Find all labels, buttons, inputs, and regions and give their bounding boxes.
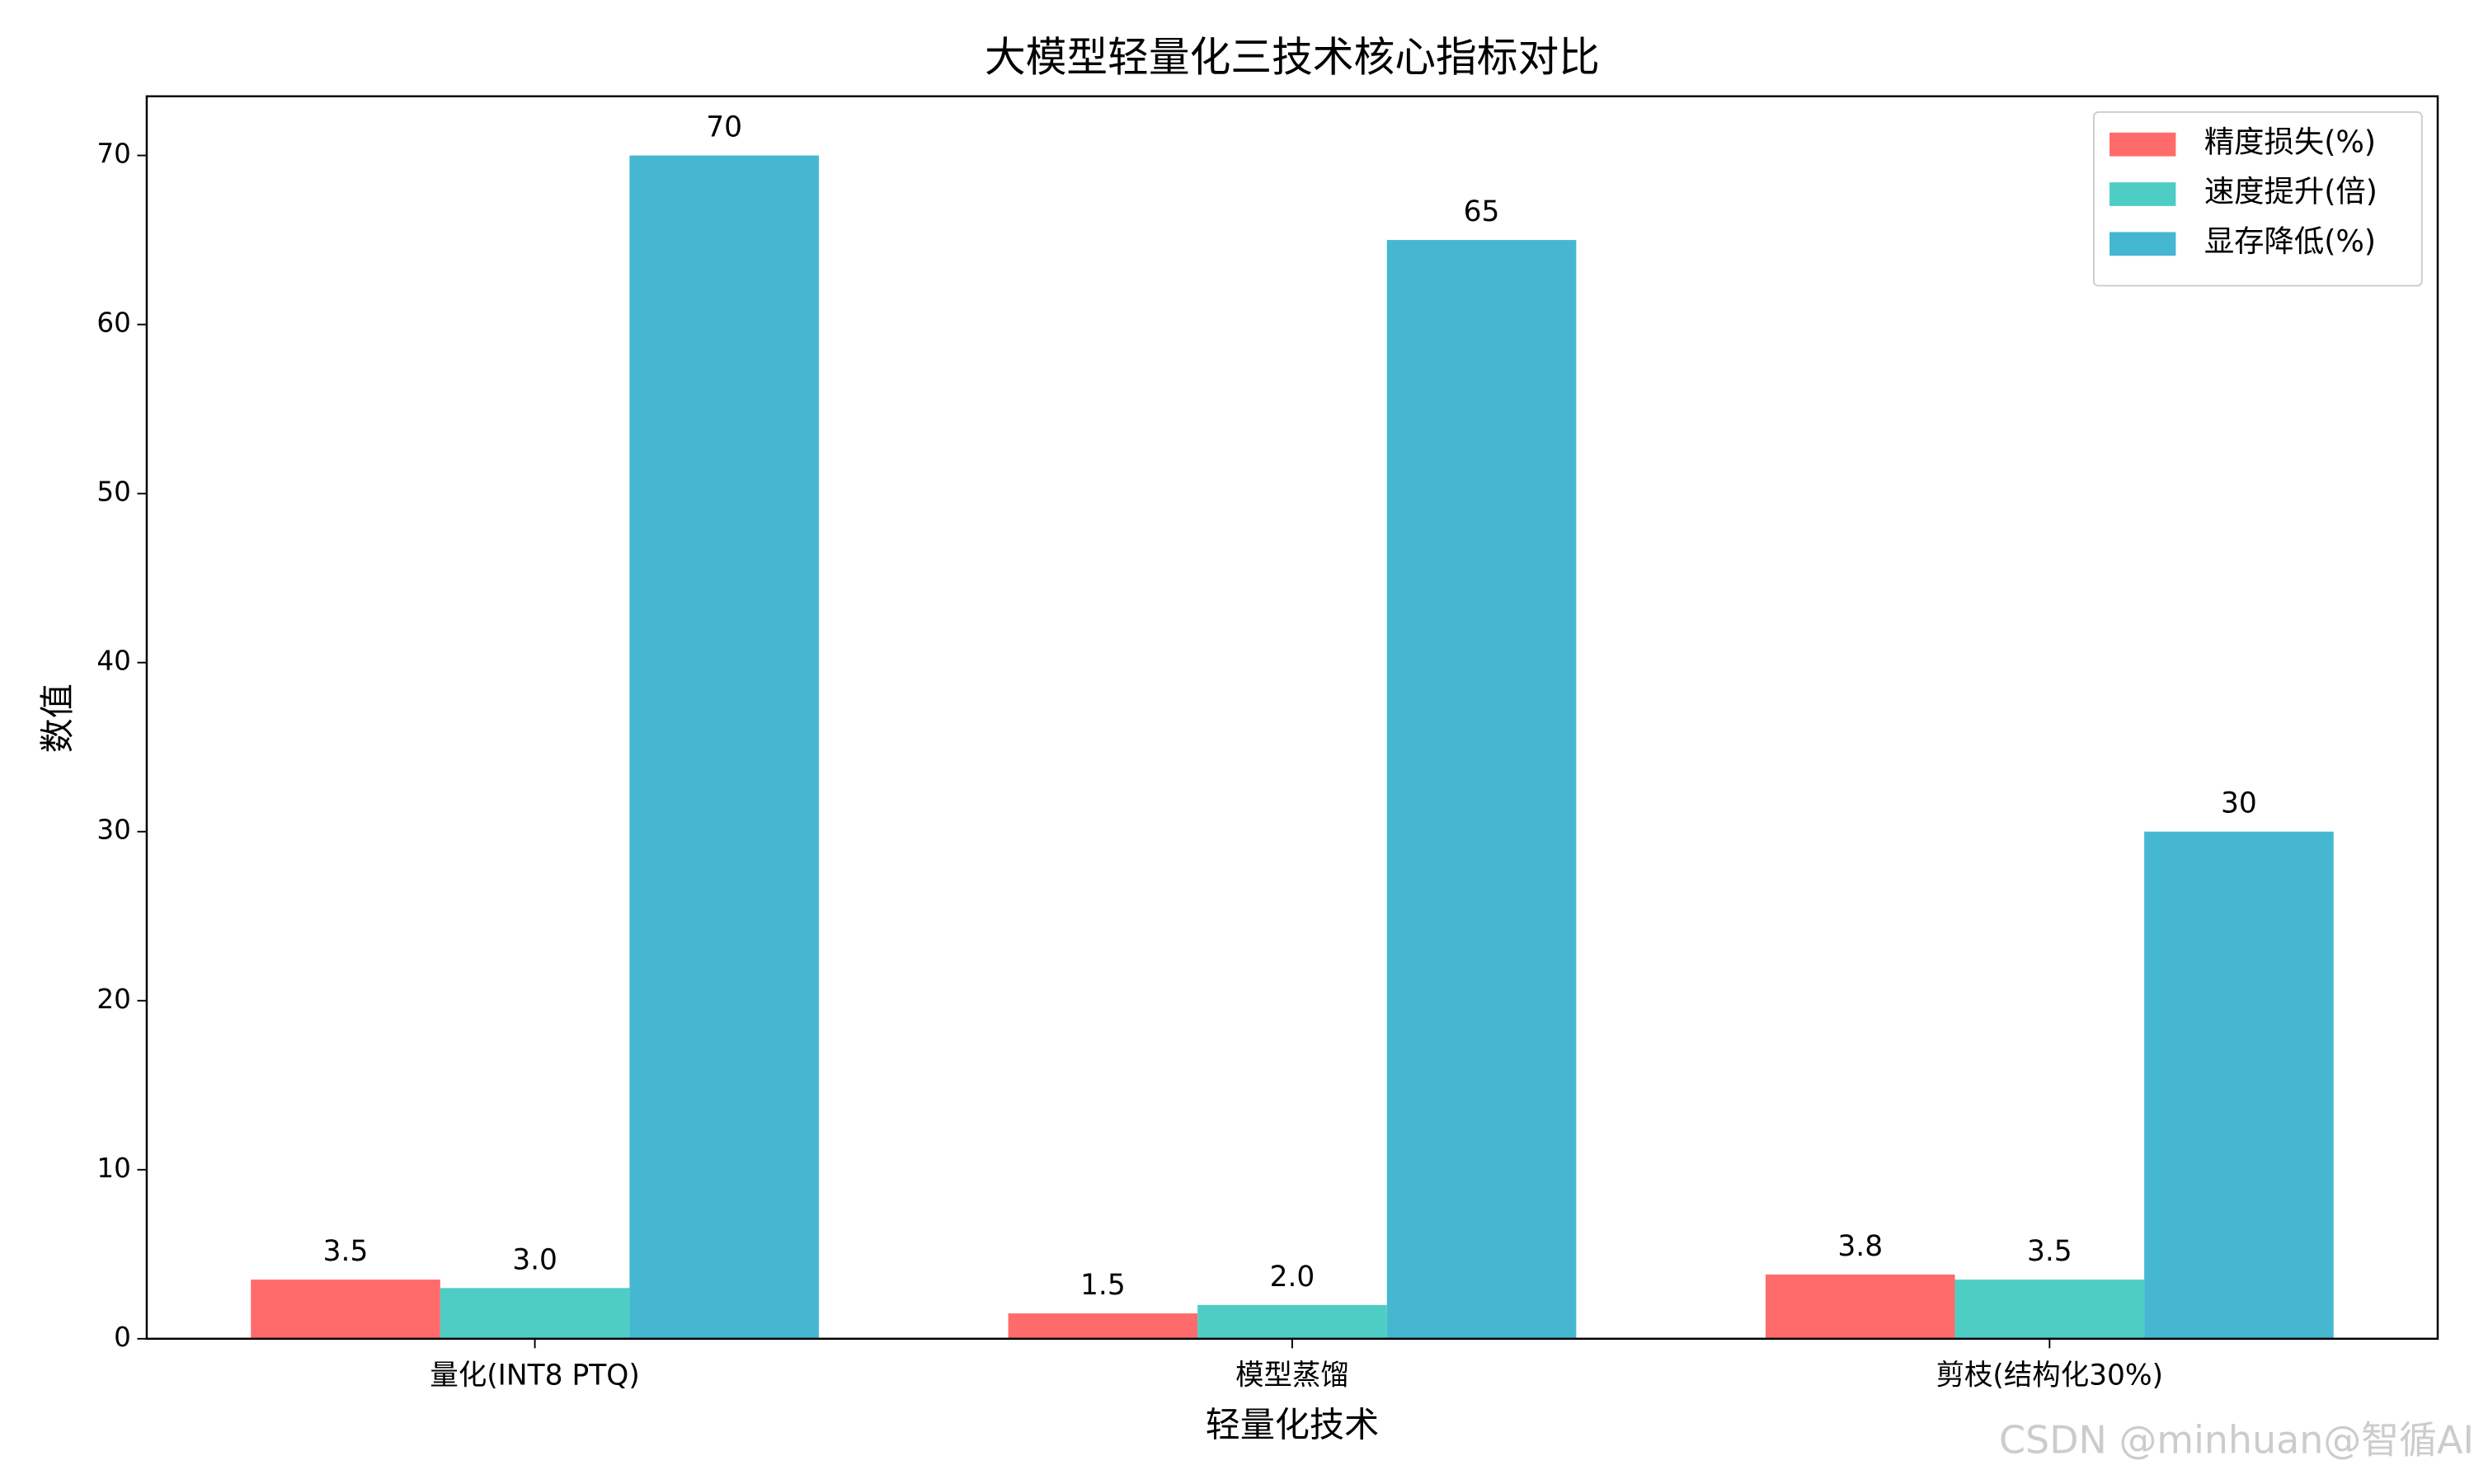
- y-tick-label: 50: [96, 477, 130, 508]
- bar: [1008, 1313, 1198, 1339]
- value-label: 2.0: [1270, 1261, 1315, 1294]
- bar: [440, 1288, 630, 1339]
- legend-swatch: [2109, 182, 2176, 206]
- legend-label: 精度损失(%): [2204, 124, 2376, 159]
- legend-swatch: [2109, 132, 2176, 157]
- legend: 精度损失(%) 速度提升(倍) 显存降低(%): [2092, 111, 2423, 287]
- value-label: 3.0: [512, 1243, 557, 1276]
- y-tick-label: 70: [96, 139, 130, 170]
- y-tick-label: 30: [96, 815, 130, 846]
- value-label: 65: [1464, 195, 1500, 228]
- y-tick-label: 0: [114, 1322, 131, 1353]
- x-tick-label: 量化(INT8 PTQ): [430, 1359, 639, 1392]
- y-tick-label: 10: [96, 1153, 130, 1184]
- value-label: 70: [706, 111, 742, 144]
- bar: [1765, 1274, 1955, 1339]
- bar: [1954, 1280, 2145, 1339]
- x-tick-label: 剪枝(结构化30%): [1936, 1359, 2163, 1392]
- legend-swatch: [2109, 232, 2176, 256]
- value-label: 3.5: [323, 1235, 369, 1268]
- bar: [2144, 831, 2334, 1339]
- y-tick-label: 40: [96, 646, 130, 677]
- y-tick-label: 20: [96, 984, 130, 1015]
- bar: [1197, 1304, 1387, 1339]
- bar: [629, 155, 819, 1339]
- bar: [251, 1280, 440, 1339]
- bar: [1386, 240, 1577, 1339]
- value-label: 30: [2221, 787, 2257, 820]
- chart-title: 大模型轻量化三技术核心指标对比: [985, 33, 1600, 81]
- legend-label: 速度提升(倍): [2204, 174, 2378, 209]
- value-label: 3.5: [2027, 1235, 2072, 1268]
- plot-frame: [145, 95, 2439, 1341]
- watermark: CSDN @minhuan@智循AI: [1999, 1418, 2474, 1463]
- y-tick-label: 60: [96, 308, 130, 339]
- x-axis-label: 轻量化技术: [1206, 1405, 1379, 1445]
- x-tick-label: 模型蒸馏: [1235, 1359, 1349, 1392]
- value-label: 1.5: [1080, 1269, 1126, 1302]
- legend-label: 显存降低(%): [2204, 223, 2376, 259]
- value-label: 3.8: [1837, 1230, 1883, 1263]
- y-axis-label: 数值: [37, 683, 78, 753]
